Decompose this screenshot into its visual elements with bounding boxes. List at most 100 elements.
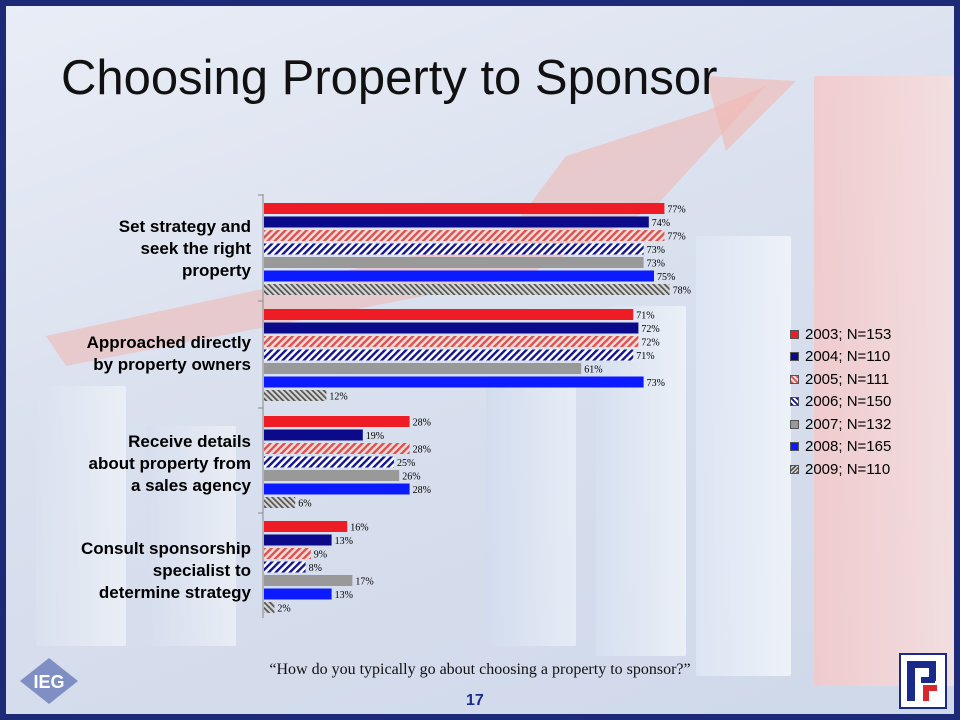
data-label: 17%: [355, 577, 373, 588]
background-bar: [486, 386, 576, 646]
category-label-line: Receive details: [128, 432, 251, 451]
legend-label: 2004; N=110: [805, 348, 891, 366]
category-label-line: a sales agency: [130, 476, 251, 495]
data-label: 9%: [314, 550, 327, 561]
category-label: Receive details about property from a sale…: [6, 431, 251, 497]
data-label: 72%: [641, 324, 659, 335]
legend-swatch: [790, 419, 799, 429]
data-label: 13%: [335, 536, 353, 547]
data-label: 78%: [673, 286, 691, 297]
bar: [264, 376, 644, 388]
legend-item: 2007; N=132: [790, 413, 891, 436]
bar: [264, 243, 644, 255]
data-label: 73%: [647, 378, 665, 389]
bar: [264, 497, 296, 508]
data-label: 61%: [584, 365, 602, 376]
data-label: 2%: [277, 604, 290, 615]
data-label: 8%: [309, 563, 322, 574]
category-label-line: property: [182, 261, 251, 280]
legend-item: 2008; N=165: [790, 436, 891, 459]
pr-logo: PR: [899, 653, 947, 709]
background-bar: [696, 236, 791, 676]
bar: [264, 257, 644, 268]
data-label: 77%: [667, 205, 685, 216]
legend-swatch: [790, 352, 799, 362]
legend-item: 2004; N=110: [790, 346, 891, 369]
bar: [264, 456, 394, 468]
data-label: 71%: [636, 351, 654, 362]
bar: [264, 203, 665, 214]
legend-label: 2008; N=165: [805, 438, 892, 456]
bar: [264, 443, 410, 454]
survey-question: “How do you typically go about choosing …: [269, 661, 691, 678]
legend-label: 2007; N=132: [805, 415, 892, 433]
legend-swatch: [790, 442, 799, 452]
legend-label: 2009; N=110: [805, 460, 891, 478]
legend-label: 2003; N=153: [805, 325, 892, 343]
data-label: 71%: [636, 311, 654, 322]
legend-item: 2006; N=150: [790, 391, 891, 414]
data-label: 28%: [413, 445, 431, 456]
category-label-line: Consult sponsorship: [81, 539, 251, 558]
data-label: 74%: [652, 218, 670, 229]
page-title: Choosing Property to Sponsor: [61, 51, 718, 105]
category-label-line: about property from: [88, 454, 251, 473]
data-label: 12%: [329, 392, 347, 403]
data-label: 16%: [350, 523, 368, 534]
background-bar: [596, 306, 686, 656]
ieg-logo-text: IEG: [33, 672, 64, 692]
background-bar: [36, 386, 126, 646]
legend-item: 2003; N=153: [790, 323, 891, 346]
data-label: 75%: [657, 272, 675, 283]
category-label: Consult sponsorship specialist to determin…: [6, 538, 251, 604]
legend-label: 2005; N=111: [805, 370, 890, 388]
bar: [264, 363, 582, 374]
legend: 2003; N=153 2004; N=110 2005; N=111 2006; N…: [790, 323, 891, 481]
bar: [264, 270, 654, 282]
data-label: 19%: [366, 431, 384, 442]
bar: [264, 230, 665, 241]
bar: [264, 548, 311, 559]
legend-swatch: [790, 374, 799, 384]
data-label: 72%: [641, 338, 659, 349]
ieg-logo: IEG: [20, 658, 78, 704]
data-label: 77%: [667, 232, 685, 243]
bar: [264, 390, 327, 401]
category-label-line: specialist to: [152, 561, 251, 580]
data-label: 26%: [402, 472, 420, 483]
legend-swatch: [790, 464, 799, 474]
data-label: 28%: [413, 485, 431, 496]
bar: [264, 216, 649, 228]
background-arrow: [46, 76, 796, 366]
bar: [264, 561, 306, 573]
bar: [264, 429, 363, 441]
category-label-line: seek the right: [140, 239, 251, 258]
data-label: 73%: [647, 245, 665, 256]
category-label-line: by property owners: [93, 355, 251, 374]
category-label: Set strategy and seek the right property: [6, 216, 251, 282]
background-bar: [146, 426, 236, 646]
data-label: 73%: [647, 259, 665, 270]
bar-chart: 77%74%77%73%73%75%78%71%72%72%71%61%73%1…: [258, 194, 691, 618]
data-label: 28%: [413, 418, 431, 429]
bar: [264, 534, 332, 546]
page-number: 17: [466, 692, 484, 709]
legend-swatch: [790, 329, 799, 339]
legend-item: 2005; N=111: [790, 368, 891, 391]
bar: [264, 336, 639, 347]
category-label-line: determine strategy: [98, 583, 251, 602]
category-label-line: Set strategy and: [118, 217, 251, 236]
bar: [264, 602, 275, 613]
category-label: Approached directly by property owners: [6, 332, 251, 376]
legend-item: 2009; N=110: [790, 458, 891, 481]
background-bar: [814, 76, 954, 686]
bar: [264, 470, 400, 481]
legend-swatch: [790, 397, 799, 407]
category-label-line: Approached directly: [86, 333, 251, 352]
bar: [264, 322, 639, 334]
bar: [264, 349, 634, 361]
bar: [264, 416, 410, 427]
bar: [264, 521, 348, 532]
bar: [264, 588, 332, 600]
bar: [264, 284, 670, 295]
